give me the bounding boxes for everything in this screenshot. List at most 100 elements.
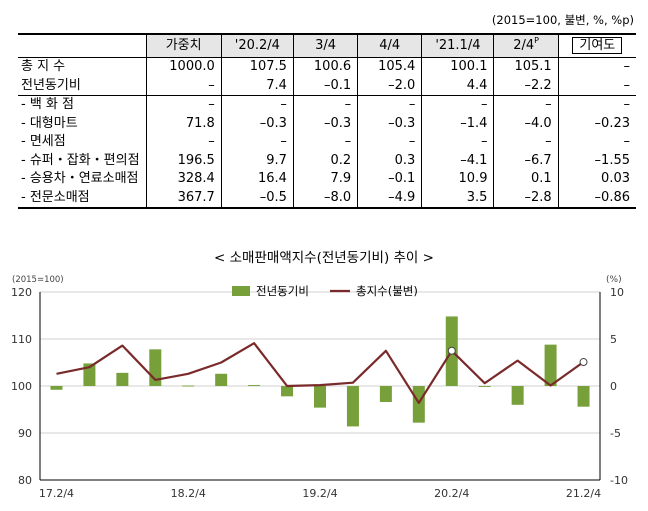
table-cell: – bbox=[493, 95, 559, 115]
table-cell: – bbox=[557, 76, 636, 96]
table-cell: 10.9 bbox=[421, 170, 494, 189]
right-tick-label: 0 bbox=[610, 380, 617, 393]
table-row: - 승용차・연료소매점 328.4 16.4 7.9 –0.1 10.9 0.1 0.03 bbox=[18, 170, 636, 189]
left-tick-label: 80 bbox=[18, 474, 32, 487]
table-cell: –8.0 bbox=[292, 188, 358, 209]
chart-title: < 소매판매액지수(전년동기비) 추이 > bbox=[214, 250, 434, 266]
right-tick-label: 10 bbox=[610, 286, 624, 299]
table-row: - 대형마트 71.8 –0.3 –0.3 –0.3 –1.4 –4.0 –0.23 bbox=[18, 114, 636, 133]
table-cell: – bbox=[220, 95, 294, 115]
right-tick-label: 5 bbox=[610, 333, 617, 346]
table-cell: –0.86 bbox=[557, 188, 636, 209]
table-cell: –4.0 bbox=[493, 114, 559, 133]
row-label: 총 지 수 bbox=[21, 59, 66, 74]
table-cell: 0.1 bbox=[493, 170, 559, 189]
table-cell: –4.9 bbox=[357, 188, 422, 209]
table-cell: – bbox=[357, 95, 422, 115]
x-tick-label: 20.2/4 bbox=[434, 487, 469, 500]
table-cell: – bbox=[557, 133, 636, 152]
table-cell: – bbox=[557, 95, 636, 115]
table-cell: –0.3 bbox=[220, 114, 294, 133]
bar-yoy bbox=[314, 386, 326, 408]
retail-sales-table: 가중치 '20.2/4 3/4 4/4 '21.1/4 2/4P 기여도 총 지… bbox=[18, 33, 636, 209]
bar-yoy bbox=[50, 386, 63, 390]
legend-bar-swatch bbox=[232, 286, 250, 296]
table-cell: –0.5 bbox=[220, 188, 294, 209]
retail-index-chart: 120 110 100 90 80 10 5 0 -5 -10 (2015=100) (%) 17.2/… bbox=[11, 275, 628, 500]
table-cell: – bbox=[421, 95, 494, 115]
table-cell: – bbox=[220, 133, 294, 152]
row-label: - 대형마트 bbox=[21, 115, 78, 131]
header-q3: 3/4 bbox=[292, 33, 358, 58]
bar-yoy bbox=[379, 386, 392, 402]
bar-yoy bbox=[83, 363, 96, 386]
table-header-row: 가중치 '20.2/4 3/4 4/4 '21.1/4 2/4P 기여도 bbox=[18, 33, 636, 58]
table-row: 전년동기비 –7.4 –0.1 –2.0 4.4 –2.2– bbox=[18, 76, 636, 96]
table-cell: –0.23 bbox=[557, 114, 636, 133]
header-q4: 4/4 bbox=[357, 33, 422, 58]
left-tick-label: 100 bbox=[11, 380, 32, 393]
header-21q1: '21.1/4 bbox=[421, 33, 494, 58]
bar-yoy bbox=[182, 385, 195, 387]
table-cell: – bbox=[357, 133, 422, 152]
table-cell: 105.4 bbox=[357, 57, 422, 77]
bar-yoy bbox=[281, 386, 294, 397]
row-label: - 슈퍼・잡화・편의점 bbox=[21, 152, 140, 168]
table-cell: 7.9 bbox=[292, 170, 358, 189]
line-point-marker bbox=[579, 358, 588, 367]
bar-yoy bbox=[248, 385, 261, 386]
table-cell: 0.03 bbox=[557, 170, 636, 189]
table-cell: –1.55 bbox=[557, 151, 636, 170]
table-cell: – bbox=[292, 95, 358, 115]
table-cell: 107.5 bbox=[220, 57, 294, 77]
preliminary-mark: P bbox=[534, 35, 539, 45]
table-cell: 100.6 bbox=[292, 57, 358, 77]
bar-yoy bbox=[116, 372, 129, 386]
line-total-index bbox=[56, 342, 585, 404]
right-axis-label: (%) bbox=[606, 275, 622, 285]
header-weight: 가중치 bbox=[145, 33, 222, 58]
table-cell: 9.7 bbox=[220, 151, 294, 170]
table-cell: –1.4 bbox=[421, 114, 494, 133]
table-cell: 100.1 bbox=[421, 57, 494, 77]
legend-bar-label: 전년동기비 bbox=[256, 284, 309, 298]
row-label: 전년동기비 bbox=[18, 76, 147, 96]
unit-note: (2015=100, 불변, %, %p) bbox=[491, 13, 634, 27]
table-cell: – bbox=[145, 76, 222, 96]
table-cell: 3.5 bbox=[421, 188, 494, 209]
table-body: 총 지 수 1000.0 107.5 100.6 105.4 100.1 105.1– 전년동… bbox=[18, 57, 636, 209]
bar-yoy bbox=[577, 386, 590, 407]
row-label: - 전문소매점 bbox=[18, 188, 147, 209]
bar-yoy bbox=[511, 386, 524, 405]
table-cell: 196.5 bbox=[145, 151, 222, 170]
table-row: - 전문소매점 367.7 –0.5 –8.0 –4.9 3.5 –2.8 –0.86 bbox=[18, 188, 636, 209]
table-cell: –4.1 bbox=[421, 151, 494, 170]
header-q2-label: 2/4 bbox=[513, 37, 535, 53]
table-cell: –2.8 bbox=[493, 188, 559, 209]
left-tick-label: 90 bbox=[18, 427, 32, 440]
table-cell: –0.3 bbox=[292, 114, 358, 133]
table-cell: –0.1 bbox=[292, 76, 358, 96]
table-cell: 16.4 bbox=[220, 170, 294, 189]
header-20q2: '20.2/4 bbox=[220, 33, 294, 58]
table-cell: 367.7 bbox=[145, 188, 222, 209]
table-cell: 0.2 bbox=[292, 151, 358, 170]
table-cell: 1000.0 bbox=[145, 57, 222, 77]
row-label: - 승용차・연료소매점 bbox=[21, 171, 139, 186]
line-point-marker bbox=[447, 346, 456, 355]
table-cell: – bbox=[145, 133, 222, 152]
bar-yoy bbox=[215, 373, 228, 386]
table-cell: –0.3 bbox=[357, 114, 422, 133]
x-tick-label: 18.2/4 bbox=[171, 487, 206, 500]
bar-yoy bbox=[412, 386, 425, 423]
row-label: - 면세점 bbox=[21, 134, 66, 149]
left-tick-label: 120 bbox=[11, 286, 32, 299]
table-cell: 105.1 bbox=[493, 57, 559, 77]
table-cell: – bbox=[493, 133, 559, 152]
right-tick-label: -5 bbox=[610, 427, 621, 440]
table-cell: 4.4 bbox=[421, 76, 494, 96]
table-cell: 7.4 bbox=[220, 76, 294, 96]
header-blank bbox=[18, 33, 147, 58]
table-cell: – bbox=[145, 95, 222, 115]
x-tick-label: 17.2/4 bbox=[39, 487, 74, 500]
